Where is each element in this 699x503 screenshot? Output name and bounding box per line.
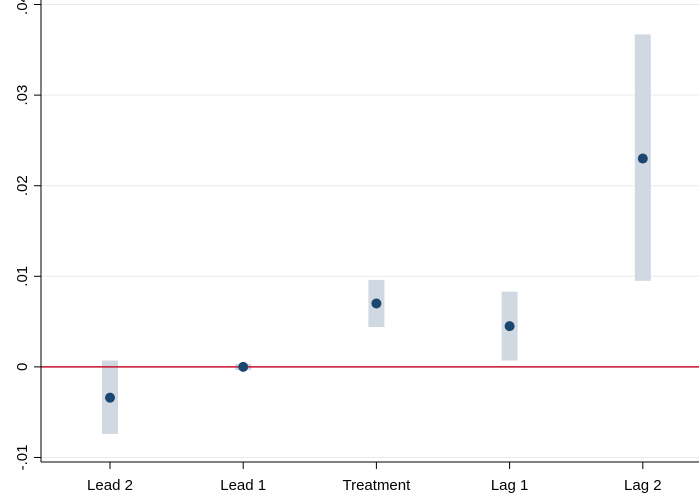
- confidence-intervals: [102, 34, 651, 434]
- y-tick-label: -.01: [14, 445, 31, 471]
- y-tick-label: .01: [14, 266, 31, 287]
- estimate-point: [637, 153, 648, 164]
- x-axis-ticks: Lead 2 Lead 1 Treatment Lag 1 Lag 2: [87, 462, 662, 494]
- y-tick-label: .03: [14, 85, 31, 106]
- x-tick-label: Lag 1: [491, 477, 529, 494]
- estimate-point: [105, 392, 115, 403]
- y-tick-label: .02: [14, 175, 31, 196]
- y-tick-label: 0: [14, 363, 31, 371]
- x-tick-label: Lag 2: [624, 477, 662, 494]
- estimate-point: [504, 321, 515, 332]
- y-tick-label: .04: [14, 0, 31, 15]
- x-tick-label: Lead 1: [220, 477, 266, 494]
- estimate-point: [371, 298, 382, 309]
- x-tick-label: Treatment: [342, 477, 411, 494]
- point-estimates: [105, 153, 648, 403]
- gridlines: [41, 4, 699, 458]
- estimate-point: [238, 361, 249, 372]
- x-tick-label: Lead 2: [87, 477, 133, 494]
- y-axis-ticks: -.01 0 .01 .02 .03 .04: [14, 0, 41, 470]
